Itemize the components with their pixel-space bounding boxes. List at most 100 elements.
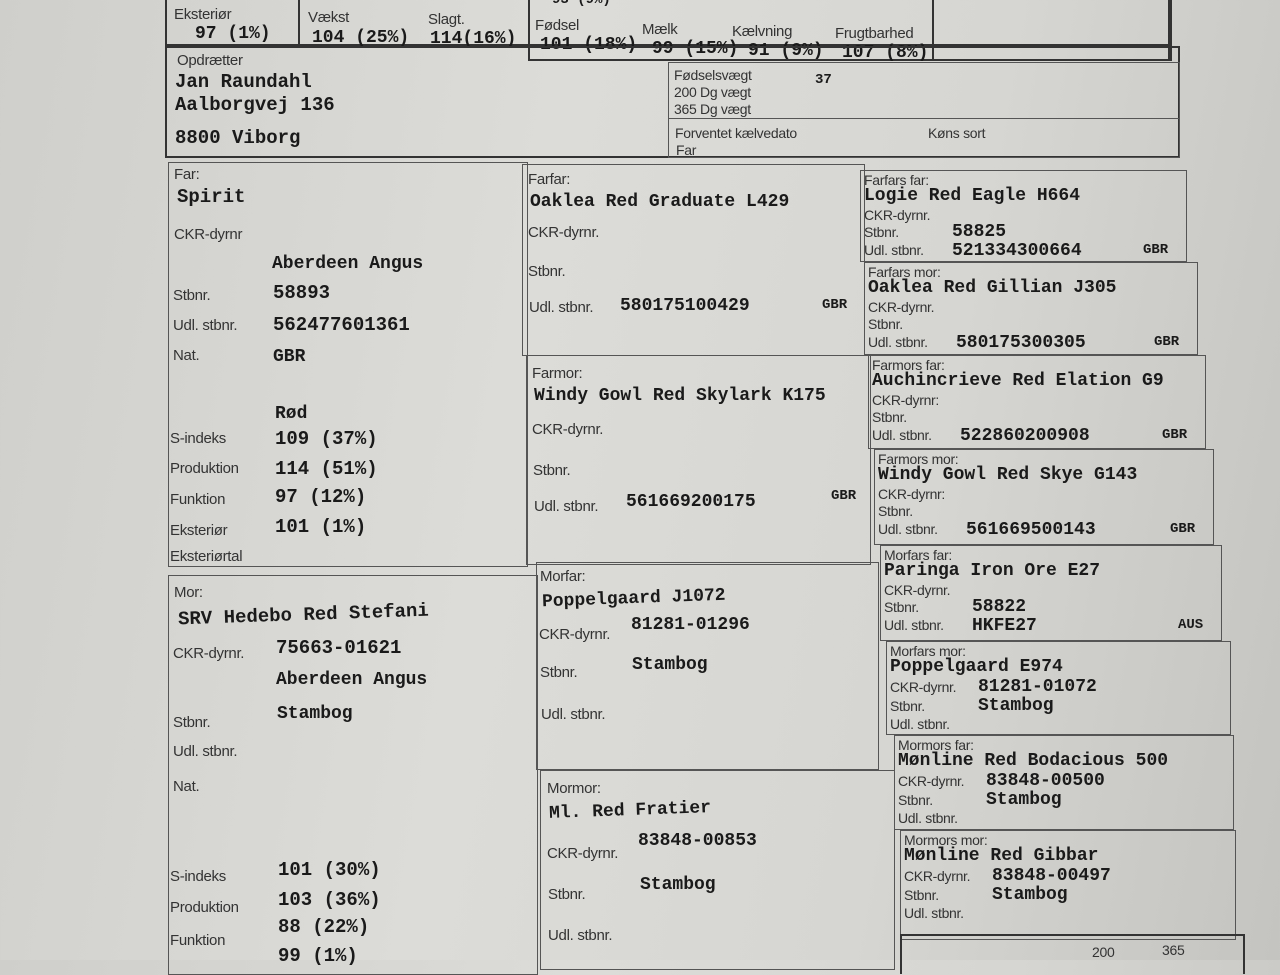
morfar-stbnr: Stambog	[632, 655, 708, 675]
far-funk-value: 97 (12%)	[275, 486, 367, 508]
eksterior-value: 97 (1%)	[195, 24, 271, 44]
footer-365: 365	[1162, 942, 1185, 958]
far-color: Rød	[275, 404, 308, 424]
footer-line	[900, 934, 1245, 974]
farmor-udl: 561669200175	[626, 492, 756, 512]
gg-stbnr-label: Stbnr.	[878, 503, 913, 519]
gg-name: Poppelgaard E974	[890, 657, 1063, 677]
mor-funk-label: Funktion	[170, 932, 226, 949]
slagt-value: 114(16%)	[430, 29, 517, 49]
mor-nat-label: Nat.	[173, 778, 200, 795]
gg-box	[894, 735, 1234, 830]
gg-nat: AUS	[1178, 617, 1204, 633]
gg-box	[868, 355, 1206, 449]
mormor-ckr: 83848-00853	[638, 831, 757, 851]
mor-breed: Aberdeen Angus	[276, 670, 428, 690]
gg-box	[864, 262, 1198, 355]
far-breed: Aberdeen Angus	[272, 254, 424, 274]
farfar-label: Farfar:	[528, 171, 571, 188]
mormor-label: Mormor:	[547, 780, 601, 797]
gg-nat: GBR	[1143, 242, 1169, 258]
kaelvning-label: Kælvning	[732, 23, 793, 40]
gg-ckr-label: CKR-dyrnr.	[864, 207, 931, 223]
breeder-label: Opdrætter	[177, 52, 243, 69]
farmor-nat: GBR	[831, 488, 857, 504]
gg-ckr-label: CKR-dyrnr:	[872, 392, 940, 408]
fodsel-value: 101 (18%)	[540, 35, 638, 55]
gg-box	[900, 830, 1236, 940]
gg-udl-label: Udl. stbnr.	[868, 334, 928, 350]
gg-stbnr-label: Stbnr.	[890, 698, 925, 714]
farmor-name: Windy Gowl Red Skylark K175	[534, 386, 826, 406]
gg-stbnr-label: Stbnr.	[904, 887, 939, 903]
morfar-label: Morfar:	[540, 568, 586, 585]
gg-label: Morfars far:	[884, 547, 952, 563]
top-right-cell	[932, 0, 1172, 61]
farmor-box	[526, 355, 871, 565]
eksterior-label: Eksteriør	[174, 6, 232, 23]
frugtbarhed-label: Frugtbarhed	[835, 25, 914, 42]
farmor-label: Farmor:	[532, 365, 583, 382]
gg-name: Auchincrieve Red Elation G9	[872, 371, 1164, 391]
mormor-udl-label: Udl. stbnr.	[548, 927, 613, 944]
morfar-stbnr-label: Stbnr.	[540, 664, 578, 681]
gg-box	[880, 545, 1222, 641]
gg-udl-label: Udl. stbnr.	[872, 427, 932, 443]
gg-stbnr-label: Stbnr.	[884, 599, 919, 615]
farfar-name: Oaklea Red Graduate L429	[530, 192, 790, 212]
gg-name: Mønline Red Bodacious 500	[898, 751, 1169, 771]
gg-stbnr: Stambog	[978, 696, 1054, 716]
far-udl: 562477601361	[273, 314, 410, 336]
morfar-box	[536, 562, 879, 770]
gg-udl-label: Udl. stbnr.	[884, 617, 944, 633]
farmor-udl-label: Udl. stbnr.	[534, 498, 599, 515]
gg-stbnr-label: Stbnr.	[868, 316, 903, 332]
vaekst-label: Vækst	[308, 9, 350, 26]
calving-date-label: Forventet kælvedato	[675, 125, 797, 141]
maelk-label: Mælk	[642, 21, 678, 38]
gg-label: Mormors mor:	[904, 832, 988, 848]
gg-udl: HKFE27	[972, 616, 1037, 636]
farfar-udl: 580175100429	[620, 296, 750, 316]
breeder-address: Aalborgvej 136	[175, 94, 335, 116]
gg-name: Mønline Red Gibbar	[904, 846, 1099, 866]
mormor-stbnr-label: Stbnr.	[548, 886, 586, 903]
calving-box	[668, 118, 1180, 158]
mor-s-value: 101 (30%)	[278, 859, 381, 881]
far-stbnr: 58893	[273, 282, 331, 304]
mor-udl-label: Udl. stbnr.	[173, 743, 238, 760]
gg-stbnr: Stambog	[992, 885, 1068, 905]
gg-box	[860, 170, 1187, 262]
morfar-udl-label: Udl. stbnr.	[541, 706, 606, 723]
farfar-nat: GBR	[822, 297, 848, 313]
gg-udl-label: Udl. stbnr.	[904, 905, 964, 921]
far-ckr-label: CKR-dyrnr	[174, 226, 243, 243]
gg-label: Morfars mor:	[890, 643, 966, 659]
breeder-city: 8800 Viborg	[175, 127, 301, 149]
gg-nat: GBR	[1162, 427, 1188, 443]
gg-label: Farmors mor:	[878, 451, 959, 467]
vaekst-value: 104 (25%)	[312, 28, 410, 48]
far-s-label: S-indeks	[170, 430, 226, 447]
far-s-value: 109 (37%)	[275, 428, 378, 450]
far-nat-label: Nat.	[173, 347, 200, 364]
morfar-ckr: 81281-01296	[631, 615, 750, 635]
gg-ckr-label: CKR-dyrnr.	[884, 582, 951, 598]
gg-ckr-label: CKR-dyrnr.	[904, 868, 971, 884]
far-eks-label: Eksteriør	[170, 522, 228, 539]
mormor-ckr-label: CKR-dyrnr.	[547, 845, 619, 862]
mormor-stbnr: Stambog	[640, 875, 716, 895]
far-prod-label: Produktion	[170, 460, 239, 477]
fodsel-label: Fødsel	[535, 17, 580, 34]
far-small-label: Far	[676, 142, 697, 158]
mor-prod-value: 103 (36%)	[278, 889, 381, 911]
gg-box	[874, 449, 1214, 545]
mor-ckr-label: CKR-dyrnr.	[173, 645, 245, 662]
far-stbnr-label: Stbnr.	[173, 287, 211, 304]
farfar-stbnr-label: Stbnr.	[528, 263, 566, 280]
gg-stbnr: 58822	[972, 597, 1027, 617]
gg-udl: 521334300664	[952, 241, 1082, 261]
morfar-ckr-label: CKR-dyrnr.	[539, 626, 611, 643]
gg-ckr-label: CKR-dyrnr.	[890, 679, 957, 695]
gg-ckr-label: CKR-dyrnr.	[898, 773, 965, 789]
